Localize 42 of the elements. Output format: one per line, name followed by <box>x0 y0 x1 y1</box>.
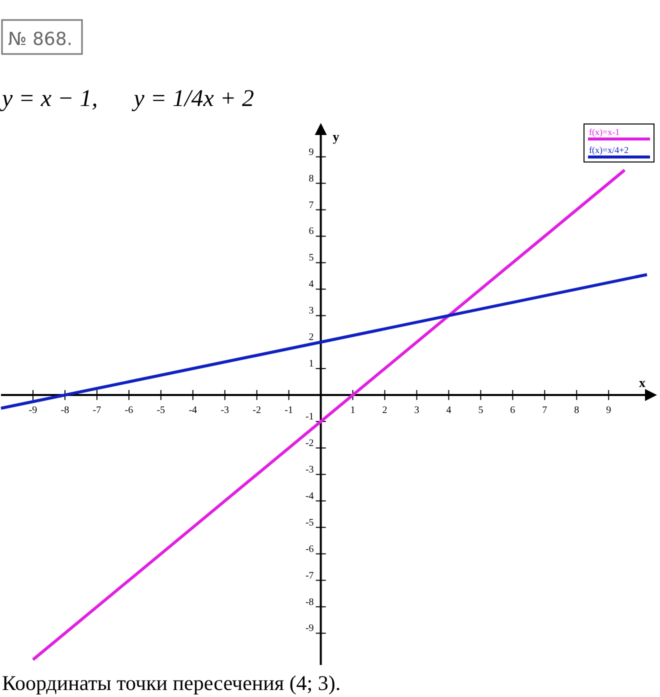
x-tick-label: -8 <box>60 405 70 416</box>
y-axis-title: y <box>332 129 340 144</box>
chart-subtitle: y = x − 1, y = 1/4x + 2 <box>0 86 254 112</box>
x-tick-label: 2 <box>382 405 388 416</box>
x-tick-label: -6 <box>124 405 134 416</box>
y-tick-label: 3 <box>308 306 314 317</box>
y-tick-label: 4 <box>308 279 314 290</box>
x-tick-label: -5 <box>156 405 166 416</box>
y-tick-label: -3 <box>305 464 314 476</box>
x-axis-title: x <box>639 375 646 390</box>
x-tick-label: -4 <box>188 405 198 416</box>
text: Координаты точки пересечения (4; 3). <box>2 671 341 695</box>
y-tick-label: -2 <box>305 438 314 449</box>
y-tick-label: -5 <box>305 517 314 528</box>
x-tick-label: 8 <box>574 405 580 416</box>
x-tick-label: 4 <box>446 405 452 416</box>
text: f(x)=x/4+2 <box>589 145 629 155</box>
x-tick-label: 3 <box>414 405 420 416</box>
x-tick-label: -3 <box>220 405 230 416</box>
y-tick-label: 8 <box>308 173 314 184</box>
y-tick-label: 9 <box>308 146 314 158</box>
y-tick-label: -9 <box>305 623 314 634</box>
chart-title: № 868. <box>8 29 73 50</box>
y-tick-label: 6 <box>308 226 314 238</box>
y-tick-label: -4 <box>305 490 314 502</box>
x-tick-label: 9 <box>606 405 612 416</box>
x-tick-label: -2 <box>252 405 262 416</box>
x-tick-label: -7 <box>92 405 102 416</box>
y-tick-label: 2 <box>308 332 314 344</box>
x-tick-label: 1 <box>350 405 356 416</box>
y-tick-label: -7 <box>305 570 314 582</box>
text: f(x)=x-1 <box>589 127 620 137</box>
x-tick-label: -9 <box>28 405 38 416</box>
x-tick-label: -1 <box>284 405 293 416</box>
y-tick-label: 7 <box>308 200 314 211</box>
x-tick-label: 5 <box>478 405 484 416</box>
x-tick-label: 7 <box>542 405 548 416</box>
y-tick-label: 1 <box>308 358 314 370</box>
x-tick-label: 6 <box>510 405 516 416</box>
y-tick-label: 5 <box>308 252 314 264</box>
y-tick-label: -6 <box>305 544 314 555</box>
y-tick-label: -8 <box>305 596 314 608</box>
